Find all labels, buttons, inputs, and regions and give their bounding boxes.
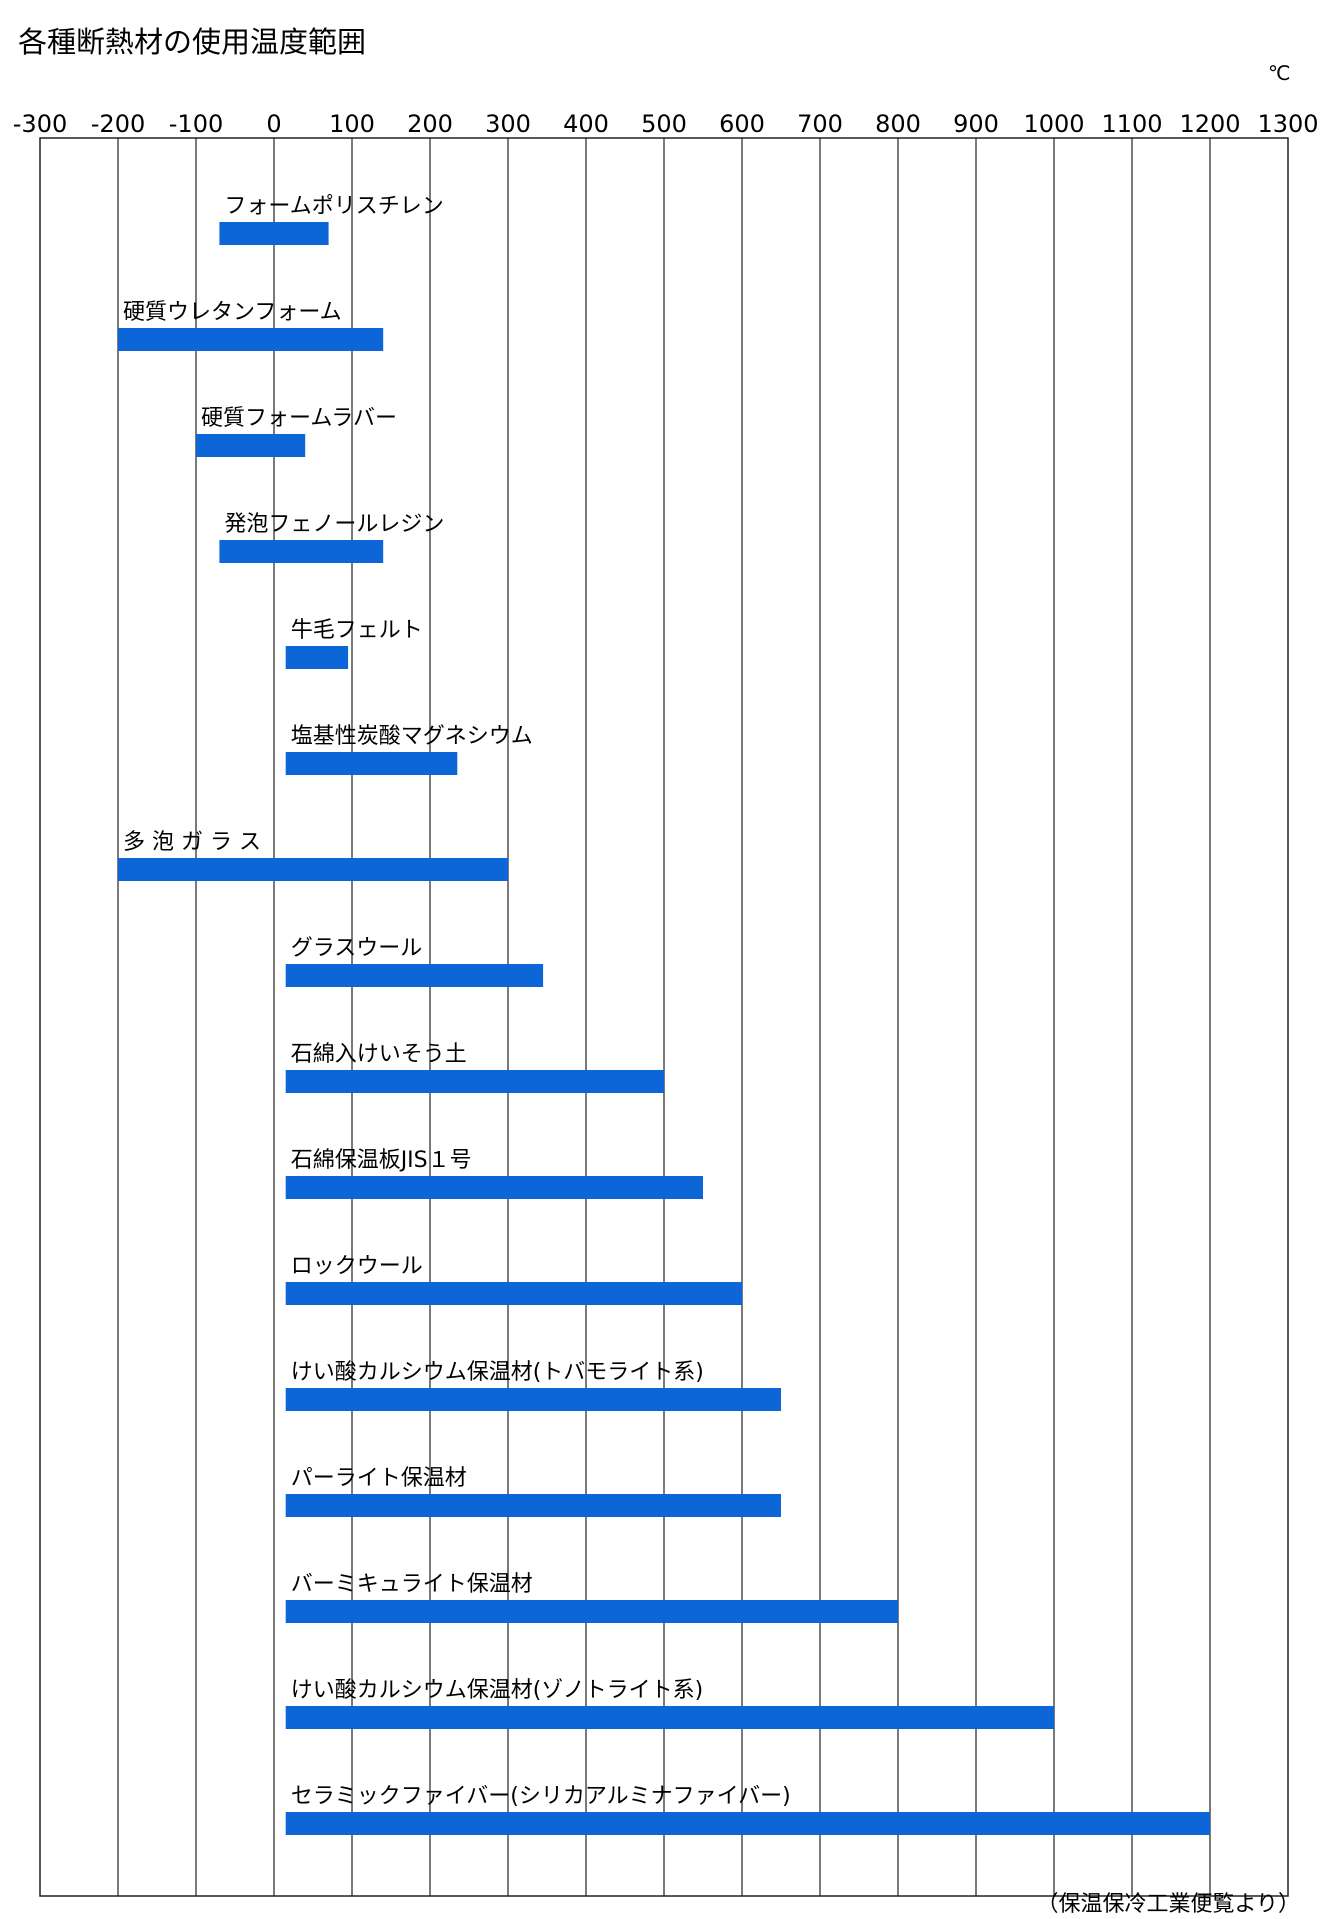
bar-label: 塩基性炭酸マグネシウム [291, 724, 533, 749]
x-tick-label: 1100 [1101, 110, 1162, 138]
bar-label: セラミックファイバー(シリカアルミナファイバー) [291, 1784, 791, 1809]
bar-label: けい酸カルシウム保温材(ゾノトライト系) [291, 1678, 704, 1703]
range-bar [219, 540, 384, 563]
bar-label: 牛毛フェルト [291, 618, 423, 643]
bar-label: フォームポリスチレン [224, 194, 443, 219]
x-tick-label: -300 [13, 110, 67, 138]
x-tick-label: 200 [407, 110, 453, 138]
range-bar [118, 858, 508, 881]
bar-label: 石綿保温板JIS１号 [291, 1148, 472, 1173]
bar-label: バーミキュライト保温材 [291, 1572, 533, 1597]
x-tick-label: 900 [953, 110, 999, 138]
bar-label: グラスウール [291, 936, 423, 961]
x-tick-label: -200 [91, 110, 145, 138]
range-bar [285, 752, 458, 775]
x-tick-label: 800 [875, 110, 921, 138]
range-bar [196, 434, 306, 457]
bar-label: 多 泡 ガ ラ ス [123, 830, 261, 855]
bar-label: パーライト保温材 [291, 1466, 467, 1491]
bar-label: 発泡フェノールレジン [224, 512, 444, 537]
bars: フォームポリスチレン硬質ウレタンフォーム硬質フォームラバー発泡フェノールレジン牛… [118, 194, 1210, 1835]
x-tick-label: 700 [797, 110, 843, 138]
range-bar [285, 1176, 703, 1199]
x-tick-label: 1000 [1023, 110, 1084, 138]
range-bar [285, 1812, 1210, 1835]
range-bar [285, 1494, 781, 1517]
x-tick-label: 300 [485, 110, 531, 138]
x-tick-label: 400 [563, 110, 609, 138]
range-bar [285, 964, 544, 987]
x-tick-labels: -300 -200 -100 0 100 200 300 400 500 600 700 800 900… [13, 110, 1319, 138]
unit-label: ℃ [1268, 61, 1290, 85]
range-bar [285, 1070, 664, 1093]
x-tick-label: 600 [719, 110, 765, 138]
x-tick-label: 100 [329, 110, 375, 138]
bar-label: 硬質ウレタンフォーム [123, 300, 342, 325]
range-bar [285, 1282, 742, 1305]
x-tick-label: -100 [169, 110, 223, 138]
chart-title: 各種断熱材の使用温度範囲 [18, 25, 366, 59]
grid [39, 137, 1289, 1897]
x-tick-label: 1200 [1179, 110, 1240, 138]
x-tick-label: 1300 [1257, 110, 1318, 138]
bar-label: 硬質フォームラバー [201, 406, 397, 431]
range-bar [285, 1706, 1054, 1729]
range-bar [285, 646, 349, 669]
range-bar [219, 222, 329, 245]
range-bar [285, 1388, 781, 1411]
x-tick-label: 500 [641, 110, 687, 138]
bar-label: けい酸カルシウム保温材(トバモライト系) [291, 1360, 704, 1385]
x-tick-label: 0 [266, 110, 281, 138]
range-bar [118, 328, 384, 351]
bar-label: ロックウール [291, 1254, 423, 1279]
bar-label: 石綿入けいそう土 [291, 1042, 467, 1067]
range-bar [285, 1600, 898, 1623]
source-label: （保温保冷工業便覧より） [1036, 1892, 1300, 1917]
